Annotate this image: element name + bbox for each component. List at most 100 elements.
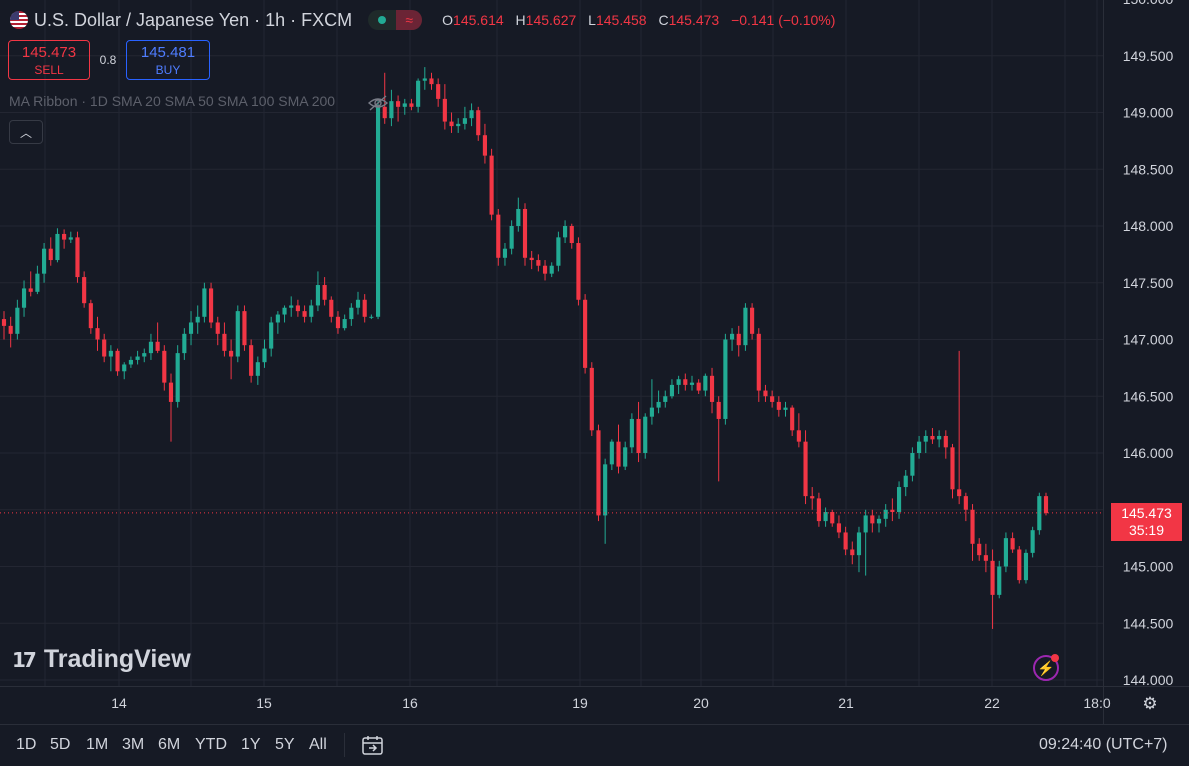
x-tick-label: 21	[838, 695, 854, 711]
close-value: 145.473	[668, 12, 720, 28]
candle-body	[208, 288, 214, 323]
candle-body	[202, 288, 207, 317]
range-1d-button[interactable]: 1D	[16, 736, 37, 753]
range-3m-button[interactable]: 3M	[122, 736, 145, 753]
candle-body	[709, 375, 715, 402]
sell-button[interactable]: 145.473 SELL	[8, 40, 90, 80]
candle-body	[195, 316, 200, 323]
candle-body	[82, 277, 87, 304]
candle-body	[449, 121, 454, 127]
change-value: −0.141 (−0.10%)	[731, 12, 836, 28]
candle-body	[990, 560, 995, 595]
last-price-tag: 145.473 35:19	[1111, 503, 1182, 541]
x-tick-label: 20	[693, 695, 709, 711]
low-value: 145.458	[595, 12, 647, 28]
candle-body	[15, 307, 20, 334]
y-tick-label: 150.000	[1123, 0, 1174, 7]
candle-body	[563, 226, 568, 238]
candle-body	[315, 285, 321, 306]
candle-body	[696, 382, 701, 391]
candle-body	[850, 549, 855, 556]
candle-body	[689, 382, 695, 385]
candle-body	[135, 356, 140, 360]
candle-body	[148, 341, 154, 354]
y-tick-label: 145.000	[1123, 559, 1174, 575]
indicator-legend[interactable]: MA Ribbon · 1D SMA 20 SMA 50 SMA 100 SMA…	[9, 93, 336, 109]
candle-body	[763, 390, 768, 397]
candle-body	[416, 80, 421, 107]
candle-body	[335, 316, 341, 329]
candle-body	[529, 257, 534, 261]
candle-body	[1030, 530, 1035, 553]
open-value: 145.614	[453, 12, 504, 28]
range-all-button[interactable]: All	[309, 736, 327, 753]
candle-body	[810, 496, 815, 499]
candle-body	[502, 248, 508, 258]
tradingview-logo[interactable]: 17 TradingView	[12, 645, 191, 674]
candle-body	[716, 401, 721, 419]
candle-body	[957, 489, 962, 497]
market-status[interactable]: ≈	[368, 10, 423, 30]
spread-value: 0.8	[99, 53, 117, 67]
candle-body	[943, 435, 948, 448]
candle-body	[917, 441, 922, 453]
range-6m-button[interactable]: 6M	[158, 736, 181, 753]
candle-body	[970, 509, 975, 544]
y-tick-label: 146.000	[1123, 445, 1174, 461]
candle-body	[396, 101, 401, 107]
candle-body	[890, 509, 895, 513]
open-label: O	[442, 12, 454, 28]
candle-body	[876, 518, 882, 524]
go-to-date-icon[interactable]	[360, 733, 386, 757]
candle-body	[68, 237, 73, 240]
eye-hidden-icon[interactable]	[367, 95, 389, 111]
buy-button[interactable]: 145.481 BUY	[126, 40, 210, 80]
candle-body	[609, 441, 614, 465]
range-1m-button[interactable]: 1M	[86, 736, 109, 753]
wave-icon: ≈	[396, 10, 423, 30]
candle-body	[21, 288, 27, 308]
candle-body	[729, 333, 735, 340]
candle-body	[108, 350, 113, 357]
candle-body	[542, 265, 548, 274]
clock-readout[interactable]: 09:24:40 (UTC+7)	[1039, 736, 1168, 753]
bar-countdown: 35:19	[1128, 522, 1165, 538]
gear-icon[interactable]: ⚙	[1142, 694, 1158, 713]
candle-body	[375, 106, 381, 317]
range-1y-button[interactable]: 1Y	[241, 736, 261, 753]
collapse-legend-button[interactable]: ︿	[9, 120, 43, 144]
candle-body	[235, 311, 240, 357]
candle-body	[275, 314, 280, 323]
candle-body	[496, 214, 501, 258]
symbol-title[interactable]: U.S. Dollar / Japanese Yen · 1h · FXCM	[34, 9, 353, 30]
candle-body	[816, 498, 821, 522]
candle-body	[649, 407, 654, 417]
candle-body	[516, 208, 521, 226]
range-ytd-button[interactable]: YTD	[195, 736, 227, 753]
lightning-icon[interactable]: ⚡	[1033, 655, 1059, 681]
candle-body	[162, 350, 167, 383]
range-5y-button[interactable]: 5Y	[275, 736, 295, 753]
candle-body	[589, 367, 594, 431]
y-tick-label: 147.000	[1123, 332, 1174, 348]
range-5d-button[interactable]: 5D	[50, 736, 71, 753]
candle-body	[623, 447, 628, 467]
candle-body	[536, 260, 541, 266]
candle-body	[429, 78, 434, 85]
tradingview-logo-mark: 17	[12, 647, 37, 672]
candle-body	[1017, 549, 1022, 581]
candle-body	[242, 311, 247, 346]
candle-body	[770, 396, 775, 402]
candle-body	[743, 307, 748, 346]
candle-body	[28, 288, 33, 292]
candle-body	[369, 316, 374, 318]
ohlc-legend: O145.614 H145.627 L145.458 C145.473 −0.1…	[442, 12, 835, 28]
candle-body	[983, 555, 988, 561]
candle-body	[262, 348, 267, 363]
candle-body	[863, 515, 868, 533]
candle-body	[569, 226, 574, 244]
candle-body	[95, 328, 100, 340]
buy-price: 145.481	[140, 43, 196, 61]
candle-body	[796, 430, 801, 442]
